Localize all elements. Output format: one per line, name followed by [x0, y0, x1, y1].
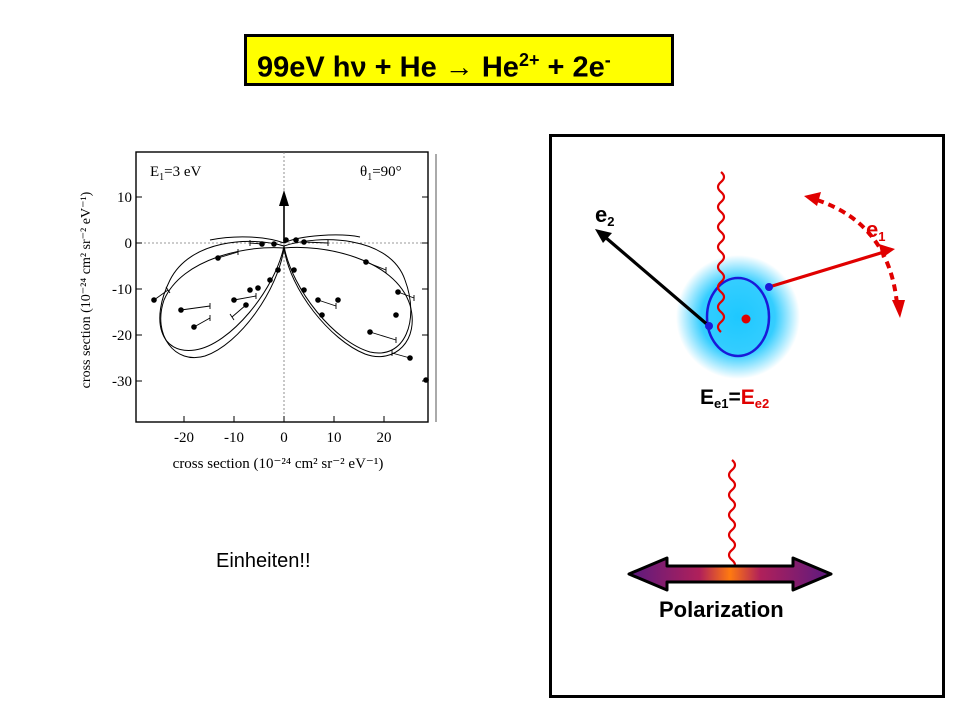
y-axis-label: cross section (10⁻²⁴ cm² sr⁻² eV⁻¹) [79, 191, 94, 388]
axis-arrow-head [279, 190, 289, 206]
x-tick-label: 0 [280, 430, 288, 446]
atom-glow [676, 255, 800, 379]
e2-start-dot [705, 322, 713, 330]
title-charge: 2+ [518, 50, 540, 70]
e1-track [768, 250, 885, 289]
e2-arrowhead [595, 229, 612, 243]
title-box: 99eV hν + He → He2+ + 2e- [244, 34, 674, 86]
y-tick-label: -20 [112, 328, 132, 344]
e2-track [603, 235, 711, 328]
plot-frame [135, 151, 429, 423]
photon-wave-top [716, 171, 726, 333]
title-electron-charge: - [604, 50, 611, 70]
y-tick-label: -10 [112, 282, 132, 298]
x-tick-label: 10 [327, 430, 342, 446]
electron-orbit [705, 276, 771, 358]
x-axis-label: cross section (10⁻²⁴ cm² sr⁻² eV⁻¹) [173, 456, 384, 472]
corner-energy-label: E1=3 eV [150, 164, 202, 183]
polarization-label: Polarization [659, 597, 784, 622]
title-rest: + 2e [539, 51, 605, 84]
y-tick-label: -30 [112, 374, 132, 390]
rotation-arc [816, 198, 899, 305]
e1-label: e1 [866, 217, 886, 244]
rotation-arrowhead-top [804, 192, 821, 206]
y-tick-label: 10 [117, 190, 132, 206]
units-caption: Einheiten!! [216, 550, 311, 572]
energy-equality-label: Ee1=Ee2 [700, 386, 770, 411]
photon-wave-bottom [727, 459, 737, 571]
e2-label: e2 [595, 202, 615, 229]
data-points [151, 237, 429, 383]
x-tick-label: 20 [377, 430, 392, 446]
corner-angle-label: θ1=90° [360, 164, 402, 183]
x-tick-marks [183, 416, 385, 422]
e1-start-dot [765, 283, 773, 291]
cross-section-plot: 10 0 -10 -20 -30 -20 -10 0 10 20 cross s… [79, 151, 437, 472]
nucleus [741, 314, 751, 324]
theory-curves [159, 234, 413, 359]
y-tick-marks [136, 196, 428, 382]
x-tick-label: -20 [174, 430, 194, 446]
x-tick-label: -10 [224, 430, 244, 446]
diagram-frame [549, 134, 945, 698]
polarization-arrow [627, 556, 833, 592]
y-tick-label: 0 [125, 236, 133, 252]
title-main: 99eV hν + He → He [257, 51, 519, 84]
error-bars [153, 240, 415, 359]
ionization-diagram [595, 171, 905, 592]
rotation-arrowhead-bottom [892, 300, 905, 318]
